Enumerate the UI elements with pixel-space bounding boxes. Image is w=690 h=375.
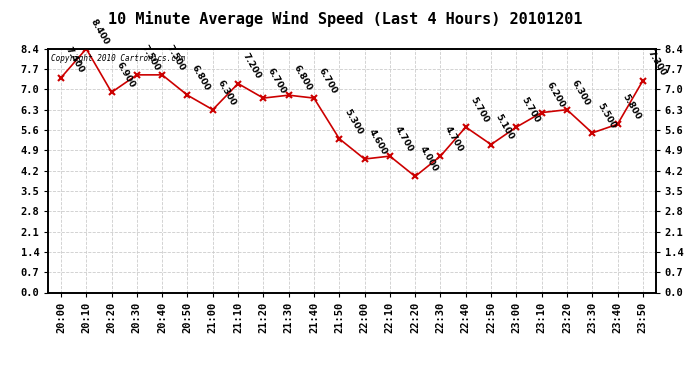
Text: 5.700: 5.700 — [469, 95, 491, 124]
Text: 6.800: 6.800 — [190, 63, 212, 92]
Text: 6.200: 6.200 — [544, 81, 566, 110]
Text: 6.700: 6.700 — [266, 66, 288, 95]
Text: 7.400: 7.400 — [63, 46, 86, 75]
Text: 6.300: 6.300 — [215, 78, 237, 107]
Text: 6.700: 6.700 — [317, 66, 339, 95]
Text: 5.300: 5.300 — [342, 107, 364, 136]
Text: 7.500: 7.500 — [139, 43, 161, 72]
Text: 4.000: 4.000 — [418, 145, 440, 174]
Text: 8.400: 8.400 — [89, 17, 111, 46]
Text: 5.100: 5.100 — [494, 113, 515, 142]
Text: 4.700: 4.700 — [443, 124, 465, 153]
Text: 6.300: 6.300 — [570, 78, 591, 107]
Text: 5.500: 5.500 — [595, 101, 617, 130]
Text: Copyright 2010 Cartronics.com: Copyright 2010 Cartronics.com — [51, 54, 186, 63]
Text: 5.700: 5.700 — [519, 95, 541, 124]
Text: 7.300: 7.300 — [646, 49, 667, 78]
Text: 6.900: 6.900 — [115, 60, 136, 90]
Text: 4.600: 4.600 — [367, 127, 389, 156]
Text: 4.700: 4.700 — [393, 124, 415, 153]
Text: 10 Minute Average Wind Speed (Last 4 Hours) 20101201: 10 Minute Average Wind Speed (Last 4 Hou… — [108, 11, 582, 27]
Text: 7.500: 7.500 — [165, 43, 187, 72]
Text: 6.800: 6.800 — [291, 63, 313, 92]
Text: 7.200: 7.200 — [241, 52, 263, 81]
Text: 5.800: 5.800 — [620, 93, 642, 122]
